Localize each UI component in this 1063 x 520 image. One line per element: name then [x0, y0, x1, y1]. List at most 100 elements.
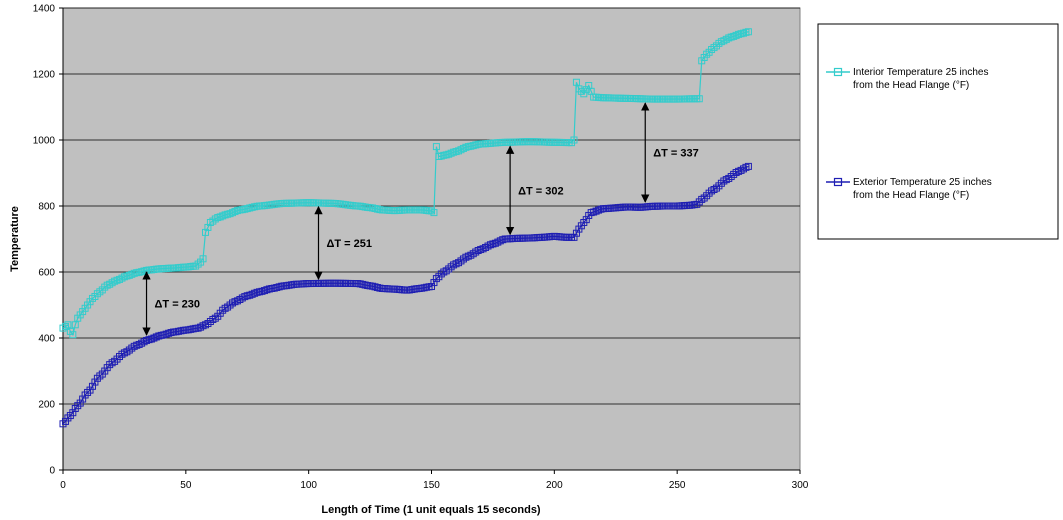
- legend-label-interior-cont: from the Head Flange (°F): [853, 80, 969, 91]
- exterior-temp-point: [356, 280, 364, 288]
- exterior-temp-point: [251, 289, 259, 297]
- interior-temp-point: [582, 86, 590, 94]
- legend-label-exterior-cont: from the Head Flange (°F): [853, 190, 969, 201]
- exterior-temp-point: [64, 414, 72, 422]
- y-tick-label: 400: [38, 334, 55, 345]
- exterior-temp-point: [595, 206, 603, 214]
- interior-temp-point: [437, 152, 445, 160]
- exterior-temp-point: [140, 338, 148, 346]
- interior-temp-point: [103, 281, 111, 289]
- exterior-temp-point: [590, 208, 598, 216]
- legend-box: [817, 23, 1059, 240]
- exterior-temp-point: [150, 334, 158, 342]
- exterior-temp-point: [462, 253, 470, 261]
- interior-temp-point: [577, 87, 585, 95]
- exterior-temp-point: [79, 395, 87, 403]
- exterior-temp-point: [477, 246, 485, 254]
- y-tick-label: 0: [49, 466, 55, 477]
- delta-t-label: ΔT = 230: [155, 299, 201, 311]
- legend: Interior Temperature 25 inches from the …: [817, 23, 1059, 240]
- exterior-temp-point: [428, 283, 435, 291]
- exterior-temp-line: [62, 165, 749, 425]
- exterior-temp-point: [91, 378, 99, 386]
- interior-temp-point: [224, 210, 232, 218]
- exterior-temp-point: [275, 283, 283, 291]
- interior-temp-point: [467, 142, 475, 150]
- interior-temp-point: [371, 205, 379, 213]
- y-tick-label: 1200: [33, 70, 56, 81]
- delta-t-label: ΔT = 337: [653, 148, 699, 160]
- interior-temp-point: [737, 30, 745, 38]
- interior-temp-line: [62, 31, 749, 337]
- exterior-temp-point: [499, 236, 507, 244]
- interior-temp-point: [462, 143, 470, 151]
- exterior-temp-point: [712, 184, 720, 192]
- exterior-temp-point: [359, 280, 367, 288]
- interior-temp-point: [430, 209, 438, 217]
- interior-temp-point: [708, 46, 716, 54]
- exterior-temp-point: [246, 291, 254, 299]
- interior-temp-point: [219, 212, 227, 220]
- exterior-temp-point: [133, 341, 141, 349]
- exterior-temp-point: [361, 281, 369, 289]
- interior-temp-point: [125, 271, 133, 279]
- exterior-temp-point: [486, 241, 494, 249]
- exterior-temp-point: [420, 284, 428, 292]
- interior-temp-point: [135, 268, 143, 276]
- interior-temp-point: [450, 148, 458, 156]
- interior-temp-point: [111, 277, 119, 285]
- exterior-temp-point: [187, 325, 195, 333]
- exterior-temp-point: [484, 242, 492, 250]
- interior-temp-point: [194, 260, 202, 268]
- exterior-temp-point: [118, 350, 126, 358]
- delta-t-label: ΔT = 302: [518, 185, 564, 197]
- exterior-temp-point: [263, 286, 271, 294]
- exterior-temp-point: [587, 209, 595, 217]
- interior-temp-point: [369, 204, 377, 212]
- interior-temp-point: [61, 322, 69, 330]
- interior-temp-point: [201, 228, 209, 236]
- interior-temp-point: [246, 204, 254, 212]
- exterior-temp-point: [76, 399, 84, 407]
- interior-temp-point: [96, 288, 104, 296]
- exterior-temp-point: [130, 342, 138, 350]
- interior-temp-point: [206, 219, 214, 226]
- exterior-temp-point: [111, 357, 119, 365]
- x-axis-title: Length of Time (1 unit equals 15 seconds…: [321, 504, 541, 516]
- exterior-temp-point: [371, 283, 379, 291]
- exterior-temp-point: [597, 205, 605, 213]
- x-tick-label: 150: [423, 480, 440, 491]
- interior-temp-point: [469, 142, 477, 150]
- interior-temp-point: [710, 44, 718, 52]
- interior-temp-point: [722, 35, 730, 43]
- exterior-temp-point: [570, 233, 578, 241]
- exterior-temp-point: [211, 314, 219, 322]
- interior-temp-point: [108, 279, 116, 287]
- interior-temp-point: [725, 34, 733, 42]
- interior-temp-point: [243, 205, 251, 213]
- y-tick-label: 1000: [33, 136, 56, 147]
- interior-temp-point: [216, 213, 224, 221]
- exterior-temp-point: [445, 265, 453, 273]
- interior-temp-point: [459, 144, 467, 152]
- exterior-temp-point: [108, 359, 116, 367]
- interior-temp-point: [229, 209, 237, 217]
- interior-temp-point: [445, 150, 453, 158]
- interior-temp-point: [455, 147, 463, 155]
- exterior-temp-point: [572, 229, 580, 237]
- exterior-temp-point: [373, 284, 381, 292]
- exterior-temp-point: [592, 207, 600, 215]
- exterior-temp-point: [152, 333, 160, 341]
- interior-temp-point: [88, 294, 96, 302]
- exterior-temp-point: [582, 216, 590, 224]
- exterior-temp-point: [273, 284, 281, 292]
- interior-temp-point: [226, 210, 234, 218]
- interior-temp-point: [744, 28, 752, 36]
- interior-temp-point: [703, 50, 711, 58]
- x-axis-ticks: 0 50 100 150 200 250 300: [60, 470, 809, 491]
- interior-temp-point: [128, 270, 136, 278]
- exterior-temp-point: [693, 200, 701, 208]
- y-tick-label: 800: [38, 202, 55, 213]
- exterior-temp-point: [744, 162, 752, 170]
